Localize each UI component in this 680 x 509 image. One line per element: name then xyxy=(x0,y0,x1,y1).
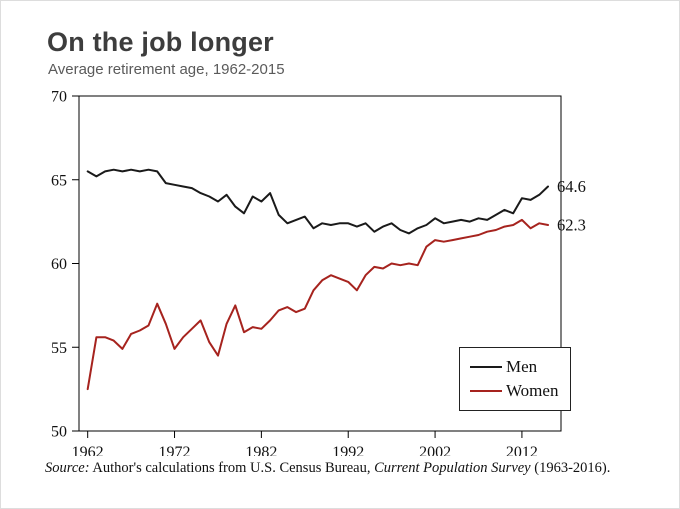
legend-item-women: Women xyxy=(470,379,558,403)
y-tick-label: 55 xyxy=(51,340,67,357)
women-line-swatch xyxy=(470,390,502,392)
legend-label-men: Men xyxy=(506,357,538,376)
line-women xyxy=(86,218,549,391)
chart-subtitle: Average retirement age, 1962-2015 xyxy=(48,61,285,78)
source-note: Source: Author's calculations from U.S. … xyxy=(45,460,610,477)
x-tick-label: 1962 xyxy=(72,444,104,456)
y-tick-label: 60 xyxy=(51,256,67,273)
y-tick-label: 70 xyxy=(51,89,67,106)
men-line-swatch xyxy=(470,366,502,368)
x-tick-label: 2002 xyxy=(419,444,451,456)
x-tick-label: 1972 xyxy=(159,444,191,456)
source-prefix: Source: xyxy=(45,460,90,476)
source-body: Author's calculations from U.S. Census B… xyxy=(89,460,375,476)
source-journal: Current Population Survey xyxy=(374,460,531,476)
legend-item-men: Men xyxy=(470,355,558,379)
y-tick-label: 50 xyxy=(51,424,67,441)
legend-label-women: Women xyxy=(506,381,559,400)
x-tick-label: 2012 xyxy=(506,444,538,456)
line-men xyxy=(86,168,549,235)
legend: Men Women xyxy=(459,347,572,411)
chart-title: On the job longer xyxy=(47,27,274,57)
end-label-women: 62.3 xyxy=(557,215,586,234)
x-tick-label: 1992 xyxy=(332,444,364,456)
source-suffix: (1963-2016). xyxy=(530,460,611,476)
end-label-men: 64.6 xyxy=(557,177,586,196)
line-chart: 50 55 60 65 70 1962 1972 1982 1992 2002 2012 64.6 62… xyxy=(51,89,586,457)
x-tick-label: 1982 xyxy=(245,444,277,456)
y-tick-label: 65 xyxy=(51,172,67,189)
